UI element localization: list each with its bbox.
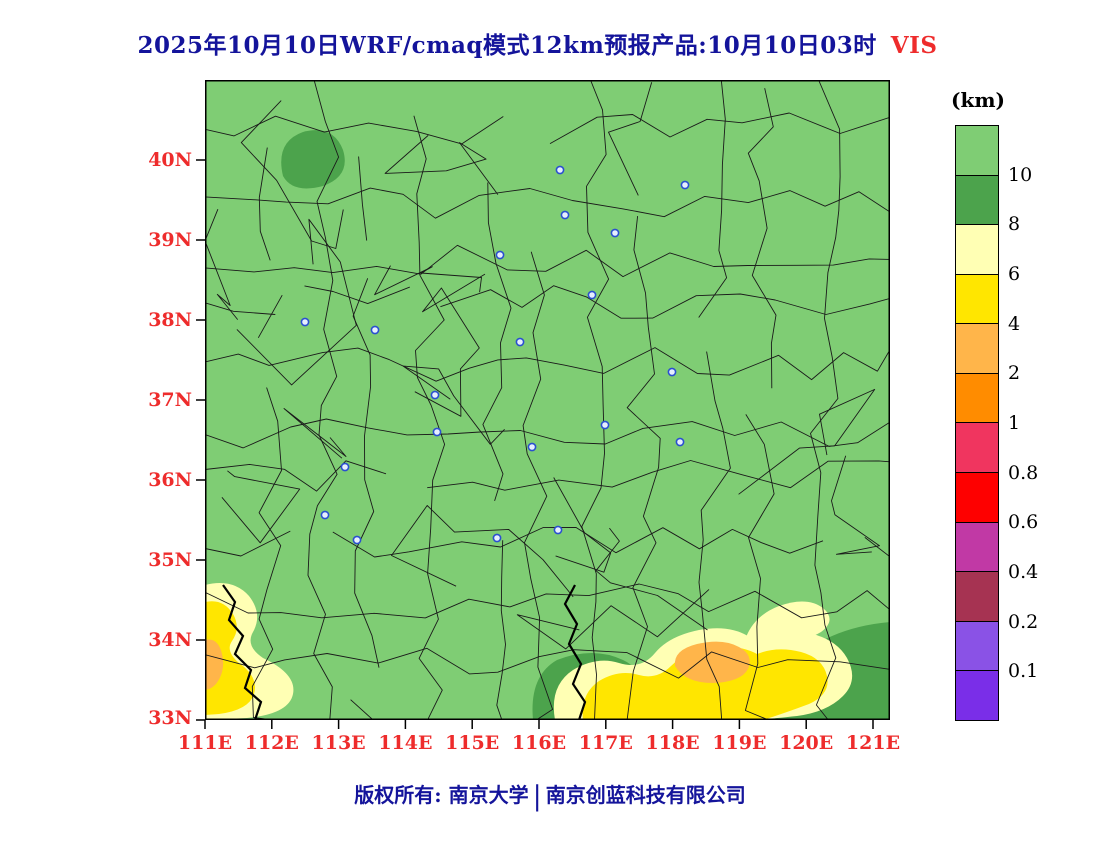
copyright-left: 版权所有: 南京大学 xyxy=(354,783,529,807)
lon-label: 120E xyxy=(779,732,834,754)
copyright-divider: | xyxy=(532,781,542,812)
colorbar-segment xyxy=(955,571,999,622)
county-boundaries xyxy=(205,80,890,720)
variable-label: VIS xyxy=(890,32,938,59)
city-marker xyxy=(587,290,597,300)
colorbar-segment xyxy=(955,174,999,226)
city-marker xyxy=(515,337,525,347)
copyright-footer: 版权所有: 南京大学 | 南京创蓝科技有限公司 xyxy=(0,779,1100,812)
lon-label: 111E xyxy=(177,732,233,754)
colorbar-segment xyxy=(955,273,999,325)
forecast-map xyxy=(196,80,890,729)
colorbar-unit: (km) xyxy=(951,88,1005,112)
lat-label: 33N xyxy=(148,707,192,729)
region-vis-8-10 xyxy=(281,130,345,189)
city-marker xyxy=(340,462,350,472)
lat-label: 37N xyxy=(148,389,192,411)
city-marker xyxy=(492,533,502,543)
lon-label: 112E xyxy=(244,732,299,754)
lon-label: 114E xyxy=(378,732,433,754)
lon-label: 117E xyxy=(578,732,633,754)
lon-label: 116E xyxy=(511,732,567,754)
colorbar-tick-label: 8 xyxy=(1008,213,1021,235)
colorbar-tick-label: 4 xyxy=(1008,313,1021,335)
colorbar-tick-label: 0.6 xyxy=(1008,511,1039,533)
colorbar-tick-label: 0.4 xyxy=(1008,561,1039,583)
region-vis-2-4 xyxy=(205,639,224,690)
region-vis-6-8 xyxy=(745,601,830,644)
lat-label: 38N xyxy=(148,309,192,331)
city-marker xyxy=(610,228,620,238)
colorbar-segment xyxy=(955,670,999,721)
colorbar-tick-label: 1 xyxy=(1008,412,1021,434)
colorbar-segment xyxy=(955,372,999,424)
colorbar-segment xyxy=(955,422,999,474)
map-layers xyxy=(205,80,890,720)
city-marker xyxy=(320,510,330,520)
lat-label: 34N xyxy=(148,629,192,651)
colorbar-segment xyxy=(955,620,999,672)
axis-ticks xyxy=(196,159,874,729)
lon-label: 119E xyxy=(712,732,767,754)
lat-label: 36N xyxy=(148,469,192,491)
lon-label: 118E xyxy=(645,732,700,754)
figure-title-text: 2025年10月10日WRF/cmaq模式12km预报产品:10月10日03时 xyxy=(137,32,877,59)
colorbar-segment xyxy=(955,224,999,275)
city-marker xyxy=(555,165,565,175)
city-marker xyxy=(352,535,362,545)
lat-label: 40N xyxy=(148,149,192,171)
region-vis-4-6 xyxy=(205,601,255,715)
colorbar-tick-label: 2 xyxy=(1008,362,1021,384)
city-marker xyxy=(430,390,440,400)
colorbar-tick-label: 0.2 xyxy=(1008,611,1039,633)
city-marker xyxy=(495,250,505,260)
region-vis-2-4 xyxy=(674,641,750,683)
city-markers xyxy=(300,165,690,545)
city-marker xyxy=(560,210,570,220)
colorbar-tick-label: 6 xyxy=(1008,263,1021,285)
city-marker xyxy=(553,525,563,535)
lon-label: 115E xyxy=(445,732,500,754)
colorbar-segment xyxy=(955,521,999,573)
city-marker xyxy=(667,367,677,377)
copyright-right: 南京创蓝科技有限公司 xyxy=(545,783,746,807)
lon-label: 121E xyxy=(845,732,901,754)
colorbar-segment xyxy=(955,125,999,176)
figure-title: 2025年10月10日WRF/cmaq模式12km预报产品:10月10日03时 V… xyxy=(0,26,1075,60)
colorbar xyxy=(955,125,999,721)
city-marker xyxy=(370,325,380,335)
map-frame xyxy=(205,80,890,720)
city-marker xyxy=(680,180,690,190)
lon-label: 113E xyxy=(311,732,366,754)
city-marker xyxy=(527,442,537,452)
city-marker xyxy=(300,317,310,327)
colorbar-segment xyxy=(955,472,999,523)
colorbar-tick-label: 10 xyxy=(1008,164,1033,186)
lat-label: 39N xyxy=(148,229,192,251)
city-marker xyxy=(675,437,685,447)
city-marker xyxy=(600,420,610,430)
province-border xyxy=(563,584,587,720)
province-border xyxy=(222,584,263,720)
colorbar-tick-label: 0.8 xyxy=(1008,462,1039,484)
colorbar-tick-label: 0.1 xyxy=(1008,660,1039,682)
colorbar-segment xyxy=(955,323,999,374)
city-marker xyxy=(432,427,442,437)
lat-label: 35N xyxy=(148,549,192,571)
